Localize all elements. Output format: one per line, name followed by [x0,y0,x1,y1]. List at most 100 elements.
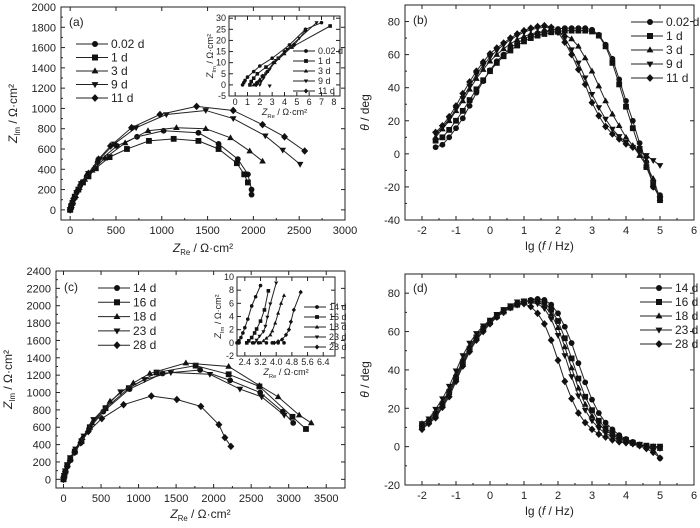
a-data-point [106,142,114,150]
c-inset-data-point [258,319,263,323]
c-data-point [141,377,148,383]
a-inset-data-point [270,56,274,61]
d-data-point [656,446,664,453]
c-data-point [227,442,235,451]
d-data-point [466,347,474,356]
d-data-point [459,353,467,360]
b-x-tick-label: -1 [451,225,461,237]
c-data-point [98,414,106,423]
c-legend-marker [114,299,120,306]
c-inset-y-axis-label-subscript: Im [220,326,226,333]
panel-b-bode-phase: -2 -1 0 1 2 3 4 5 6 -40 -20 0 20 40 60 80 lg (f / Hz) θ /… [358,4,699,253]
b-data-point [438,121,446,130]
c-inset-data-point [276,341,280,345]
c-y-axis-label-subscript: Im [8,393,17,402]
c-inset-data-point [249,335,254,340]
d-x-tick-label: 5 [657,490,663,502]
b-data-point [487,68,493,75]
b-data-point [479,66,487,72]
d-legend-label: 14 d [675,281,698,295]
d-data-point [548,306,555,313]
b-x-tick-label: 6 [691,225,697,237]
a-inset-legend-label: 9 d [318,76,331,86]
a-data-point [70,194,78,203]
d-panel-label: (d) [413,281,428,295]
c-y-tick-label: 1200 [27,370,51,382]
c-x-tick-label: 2500 [239,493,263,505]
c-inset-data-point [261,338,266,343]
c-legend-marker [114,285,120,291]
b-data-point [534,32,541,39]
c-legend-label: 18 d [133,310,156,324]
c-data-point [147,392,155,400]
panel-d-bode-phase: -2 -1 0 1 2 3 4 5 6 -20 0 20 40 60 80 lg (f / Hz) θ / de… [358,273,698,518]
c-inset-legend-label: 23 d [329,332,347,342]
a-data-point [261,133,269,140]
c-inset-data-point [281,293,287,297]
d-x-axis-label-symbol: f [542,504,547,518]
c-inset-data-point [256,341,261,345]
a-data-point [195,137,202,144]
c-data-point [225,363,232,369]
b-legend-marker [647,33,653,39]
b-data-point [446,126,453,133]
b-legend-marker [646,46,654,53]
c-y-axis-label-unit: / Ω·cm² [1,350,15,393]
d-data-point [582,379,589,386]
b-series-line-3d [435,30,661,199]
b-data-point [514,42,521,49]
d-data-point [595,417,602,424]
c-data-point [258,394,266,401]
d-x-tick-label: 3 [589,490,595,502]
d-data-point [581,400,589,407]
a-inset-data-point [265,69,270,74]
b-data-point [520,26,528,35]
a-data-point [248,186,255,193]
d-y-axis-label-symbol: θ [358,391,372,398]
a-panel-label: (a) [69,15,84,29]
a-x-tick-label: 3000 [333,225,357,237]
c-data-point [295,411,303,418]
b-data-point [439,134,446,141]
panel-c-nyquist: 0 500 1000 1500 2000 2500 3000 3500020040060080… [1,266,347,523]
c-inset-data-point [261,330,266,334]
a-y-tick-label: 1400 [32,63,56,75]
b-data-point [453,117,459,124]
a-data-point [128,123,136,132]
a-inset-y-axis-label-symbol: Z [205,72,215,79]
b-data-point [466,97,473,103]
d-data-point [527,302,535,311]
a-legend-label: 0.02 d [111,37,144,51]
a-inset-data-point [328,24,332,28]
c-inset-data-point [286,327,292,333]
c-inset-data-point [274,281,279,286]
b-data-point [500,53,507,60]
b-data-point [568,35,575,42]
c-inset-y-axis-label-symbol: Z [213,333,223,340]
c-legend-label: 23 d [133,324,156,338]
b-data-point [602,97,609,104]
c-data-point [117,389,124,396]
a-y-tick-label: 1600 [32,43,56,55]
d-data-point [636,441,644,450]
d-data-point [547,316,555,323]
b-data-point [602,43,609,50]
d-data-point [582,393,589,400]
d-data-point [622,439,630,447]
b-data-point [623,103,629,110]
d-data-point [589,396,595,403]
d-data-point [520,299,528,308]
b-data-point [561,38,569,46]
b-data-point [574,65,582,74]
b-x-tick-label: 2 [555,225,561,237]
d-x-axis-label-unit: / Hz) [545,504,574,518]
d-data-point [575,384,582,391]
a-inset-y-tick-label: 20 [216,35,226,45]
a-data-point [301,147,309,155]
b-data-point [472,67,480,75]
d-data-point [589,407,595,414]
b-data-point [452,102,460,110]
c-inset-data-point [245,341,249,345]
a-y-axis-label-symbol: Z [6,135,20,144]
d-data-point [555,310,561,317]
